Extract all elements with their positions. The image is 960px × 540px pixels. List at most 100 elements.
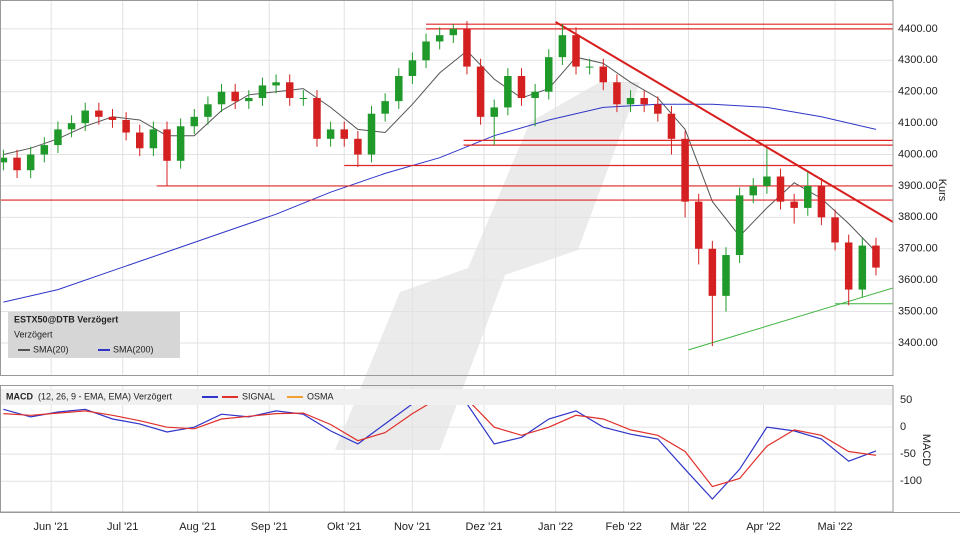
candle-body <box>26 154 35 171</box>
candle-body <box>135 132 144 149</box>
candle-body <box>108 116 117 120</box>
candle-body <box>517 76 526 98</box>
candle-body <box>176 126 185 161</box>
y-tick-label: 3500.00 <box>898 305 938 317</box>
candle-body <box>340 129 348 139</box>
line <box>3 103 877 303</box>
candle-body <box>81 110 89 124</box>
legend-box <box>8 312 180 358</box>
watermark <box>335 82 640 450</box>
candle-body <box>504 76 512 108</box>
y-tick-label: 0 <box>900 421 906 433</box>
y-tick-label: 3800.00 <box>898 211 938 223</box>
candle-body <box>435 35 444 42</box>
candle-body <box>13 157 21 171</box>
candle-body <box>735 195 744 256</box>
candle-body <box>163 129 171 161</box>
x-tick-label: Apr '22 <box>746 521 781 533</box>
candle-body <box>204 104 212 117</box>
candle-body <box>545 57 553 92</box>
candle-body <box>681 138 689 202</box>
y-tick-label: -100 <box>900 475 922 487</box>
y-axis-title: Kurs <box>936 179 948 202</box>
y-tick-label: 3400.00 <box>898 337 938 349</box>
legend-label: OSMA <box>307 391 334 401</box>
y-tick-label: 3900.00 <box>898 180 938 192</box>
price-panel-frame <box>0 0 894 376</box>
macd-header <box>1 389 892 405</box>
candle-body <box>640 97 648 105</box>
candle-body <box>463 28 471 67</box>
candle-body <box>776 176 785 202</box>
y2-axis-title: MACD <box>920 434 932 466</box>
candle-body <box>299 97 308 99</box>
x-tick-label: Jun '21 <box>34 521 69 533</box>
candle-body <box>763 176 771 186</box>
macd-title: MACD <box>6 391 33 401</box>
legend-label: SIGNAL <box>242 391 275 401</box>
y-tick-label: 4200.00 <box>898 86 938 98</box>
line <box>555 21 894 223</box>
line <box>3 50 877 253</box>
x-tick-label: Aug '21 <box>179 521 216 533</box>
candle-body <box>476 66 485 117</box>
candle-body <box>67 123 76 130</box>
x-tick-label: Nov '21 <box>394 521 431 533</box>
candle-body <box>613 82 621 105</box>
candle-body <box>872 245 880 268</box>
candle-body <box>149 129 158 149</box>
candle-body <box>422 41 430 61</box>
candle-body <box>490 107 498 117</box>
candle-body <box>95 110 103 117</box>
y-tick-label: 4300.00 <box>898 54 938 66</box>
candle-body <box>217 91 226 105</box>
legend-subtitle: Verzögert <box>14 329 53 339</box>
candle-body <box>190 116 199 127</box>
legend-label: SMA(20) <box>33 344 69 354</box>
candle-body <box>572 35 580 67</box>
x-tick-label: Mai '22 <box>817 521 852 533</box>
candle-body <box>245 97 253 102</box>
candle-body <box>258 85 267 98</box>
candle-body <box>722 255 730 296</box>
candle-body <box>326 129 335 139</box>
candle-body <box>0 157 8 163</box>
y-tick-label: 4000.00 <box>898 148 938 160</box>
candle-body <box>599 66 608 83</box>
candle-body <box>272 82 280 86</box>
candle-body <box>790 201 798 208</box>
labels: Jun '21 Jul '21 Aug '21 Sep '21 Okt '21 Nov '… <box>18 23 938 533</box>
candle-body <box>367 113 376 155</box>
x-tick-label: Jan '22 <box>538 521 573 533</box>
candle-body <box>122 119 130 133</box>
candle-body <box>585 66 594 68</box>
y-tick-label: 4400.00 <box>898 23 938 35</box>
candle-body <box>804 185 812 208</box>
candle-body <box>667 113 676 139</box>
x-tick-label: Sep '21 <box>251 521 288 533</box>
x-tick-label: Mär '22 <box>670 521 706 533</box>
candle-body <box>708 248 717 296</box>
y-tick-label: -50 <box>900 448 916 460</box>
candle-body <box>54 129 62 146</box>
candle-body <box>285 82 294 98</box>
candle-body <box>858 245 867 290</box>
x-tick-label: Okt '21 <box>327 521 362 533</box>
candle-body <box>408 60 417 77</box>
candle-body <box>381 101 389 114</box>
candle-body <box>313 97 321 139</box>
x-tick-label: Feb '22 <box>606 521 642 533</box>
candle-body <box>231 91 239 102</box>
x-tick-label: Dez '21 <box>466 521 503 533</box>
candle-body <box>626 97 635 105</box>
candle-body <box>395 76 403 102</box>
candle-body <box>654 104 662 114</box>
candle-body <box>831 217 839 243</box>
legend-label: SMA(200) <box>113 344 154 354</box>
candle-body <box>40 145 49 155</box>
candle-body <box>354 138 362 155</box>
legend-title: ESTX50@DTB Verzögert <box>14 314 118 324</box>
line <box>688 287 894 351</box>
macd-subtitle: (12, 26, 9 - EMA, EMA) Verzögert <box>38 391 173 401</box>
